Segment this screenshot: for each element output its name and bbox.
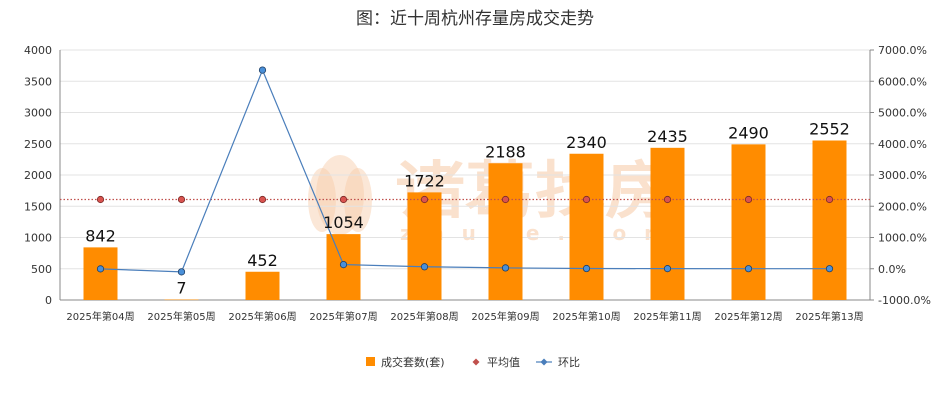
bar [488, 163, 523, 300]
y-left-tick-label: 4000 [24, 44, 52, 57]
bar [812, 140, 847, 300]
ratio-point [582, 264, 591, 273]
ratio-point [258, 66, 267, 74]
y-left-tick-label: 0 [45, 294, 52, 307]
legend-swatch-bar [366, 357, 375, 366]
y-left-tick-label: 1000 [24, 232, 52, 245]
ratio-series [96, 66, 834, 276]
data-label: 1722 [404, 171, 445, 190]
y-right-tick-label: 0.0% [878, 263, 906, 276]
data-label: 842 [85, 226, 116, 245]
ratio-point [177, 268, 186, 276]
legend-label-average: 平均值 [487, 356, 520, 369]
data-label: 452 [247, 251, 278, 270]
data-label: 2490 [728, 123, 769, 142]
y-right-tick-label: -1000.0% [878, 294, 931, 307]
average-point [258, 195, 267, 204]
x-tick-label: 2025年第12周 [714, 310, 782, 323]
legend-swatch-ratio [540, 358, 548, 366]
bar [245, 271, 280, 300]
y-right-tick-label: 1000.0% [878, 232, 927, 245]
x-tick-label: 2025年第11周 [633, 310, 701, 323]
data-label: 2435 [647, 127, 688, 146]
y-right-tick-label: 2000.0% [878, 200, 927, 213]
axes: 0 500 1000 1500 2000 2500 3000 3500 4000 -1000.0%… [24, 44, 931, 323]
ratio-point [339, 260, 348, 269]
y-right-tick-label: 5000.0% [878, 107, 927, 120]
legend-label-ratio: 环比 [558, 356, 580, 369]
data-label: 2340 [566, 133, 607, 152]
average-point [420, 195, 429, 204]
ratio-point [96, 265, 105, 273]
data-label: 2188 [485, 142, 526, 161]
ratio-line [100, 68, 830, 273]
average-point [501, 195, 510, 204]
y-left-tick-label: 3500 [24, 75, 52, 88]
ratio-point [501, 264, 510, 272]
x-tick-label: 2025年第08周 [390, 310, 458, 323]
x-tick-label: 2025年第13周 [795, 310, 863, 323]
legend-label-bar: 成交套数(套) [381, 355, 445, 369]
y-right-tick-label: 4000.0% [878, 138, 927, 151]
legend-swatch-average [472, 358, 480, 366]
x-tick-label: 2025年第09周 [471, 310, 539, 323]
y-left-tick-label: 1500 [24, 200, 52, 213]
average-point [582, 195, 591, 204]
legend: 成交套数(套) 平均值 环比 [366, 355, 580, 369]
data-label: 1054 [323, 213, 364, 232]
x-tick-label: 2025年第05周 [147, 310, 215, 323]
ratio-point [825, 265, 834, 273]
y-right-tick-label: 7000.0% [878, 44, 927, 57]
average-point [177, 195, 186, 204]
average-point [96, 195, 105, 204]
bar [650, 147, 685, 300]
bar [83, 247, 118, 300]
data-label: 7 [176, 279, 186, 298]
ratio-point [663, 265, 672, 273]
average-point [825, 195, 834, 204]
bar [164, 299, 199, 301]
y-right-tick-label: 6000.0% [878, 75, 927, 88]
y-left-tick-label: 500 [31, 263, 52, 276]
average-point [663, 195, 672, 204]
average-series [60, 195, 870, 204]
bar [569, 153, 604, 300]
y-left-tick-label: 2500 [24, 138, 52, 151]
chart-title: 图：近十周杭州存量房成交走势 [356, 9, 594, 29]
bar [407, 192, 442, 300]
data-labels: 842 7 452 1054 1722 2188 2340 2435 2490 2552 [85, 120, 850, 298]
y-left-tick-label: 3000 [24, 107, 52, 120]
y-right-tick-label: 3000.0% [878, 169, 927, 182]
x-tick-label: 2025年第07周 [309, 310, 377, 323]
x-tick-label: 2025年第04周 [66, 310, 134, 323]
y-left-tick-label: 2000 [24, 169, 52, 182]
x-tick-label: 2025年第10周 [552, 310, 620, 323]
bar [731, 144, 766, 300]
svg-text:诸葛找房: 诸葛找房 [395, 154, 675, 227]
ratio-point [420, 263, 429, 271]
average-point [339, 195, 348, 204]
average-point [744, 195, 753, 204]
ratio-point [744, 265, 753, 273]
x-tick-label: 2025年第06周 [228, 310, 296, 323]
data-label: 2552 [809, 120, 850, 139]
